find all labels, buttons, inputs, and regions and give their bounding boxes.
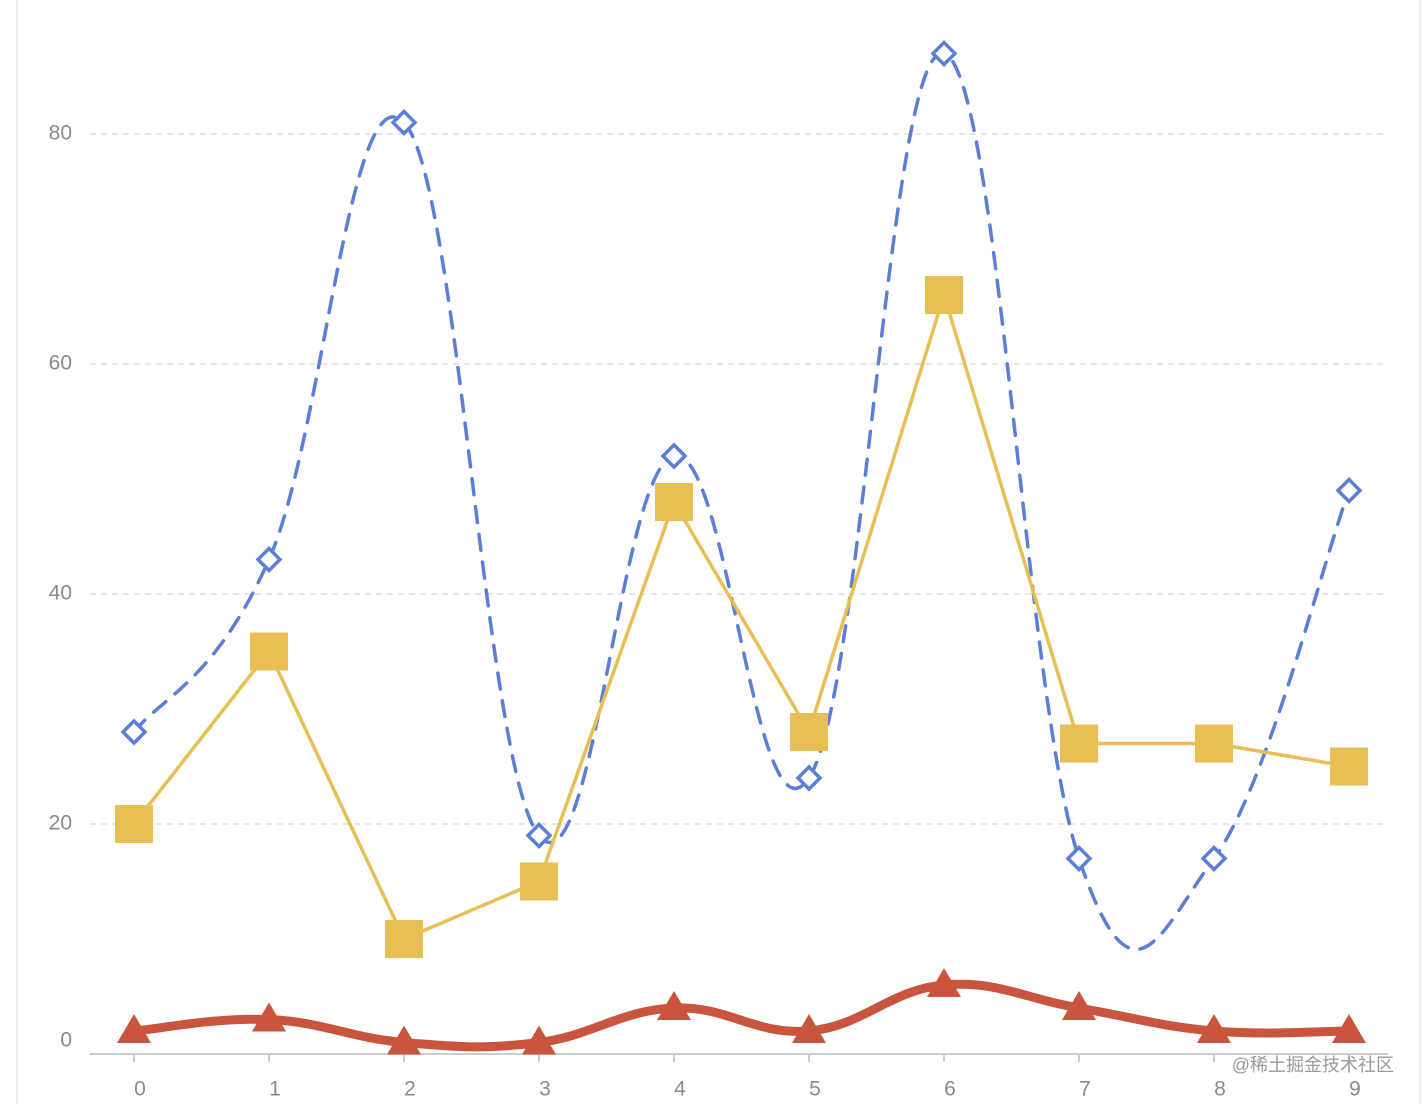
marker bbox=[255, 546, 283, 573]
marker bbox=[792, 1014, 826, 1043]
x-tick-label: 0 bbox=[134, 1078, 146, 1101]
x-tick-label: 5 bbox=[809, 1078, 821, 1101]
x-tick-label: 9 bbox=[1349, 1078, 1361, 1101]
x-tick-label: 8 bbox=[1214, 1078, 1226, 1101]
marker bbox=[387, 1025, 421, 1055]
x-tick-label: 7 bbox=[1079, 1078, 1091, 1101]
marker bbox=[525, 822, 553, 849]
marker bbox=[115, 805, 153, 843]
marker bbox=[1330, 747, 1368, 786]
marker bbox=[1060, 724, 1098, 763]
marker bbox=[930, 40, 958, 67]
x-tick-label: 3 bbox=[539, 1078, 551, 1101]
y-tick-label: 60 bbox=[49, 352, 72, 375]
y-tick-label: 40 bbox=[49, 582, 72, 605]
marker bbox=[1195, 724, 1233, 763]
marker bbox=[117, 1014, 151, 1043]
series-line bbox=[129, 979, 1354, 1052]
marker bbox=[927, 968, 961, 997]
x-tick-label: 6 bbox=[944, 1078, 956, 1101]
marker bbox=[1200, 845, 1228, 872]
marker bbox=[790, 713, 828, 751]
marker bbox=[1062, 991, 1096, 1020]
series-line bbox=[132, 51, 1351, 952]
marker bbox=[250, 632, 288, 671]
marker bbox=[1335, 477, 1363, 504]
watermark: @稀土掘金技术社区 bbox=[1232, 1055, 1394, 1075]
marker bbox=[660, 442, 688, 470]
marker bbox=[1332, 1014, 1366, 1043]
marker bbox=[795, 764, 823, 792]
marker bbox=[1197, 1014, 1231, 1043]
marker bbox=[655, 483, 693, 521]
marker bbox=[252, 1002, 286, 1032]
marker bbox=[385, 920, 423, 958]
x-tick-label: 2 bbox=[404, 1078, 416, 1101]
marker bbox=[522, 1025, 556, 1055]
marker bbox=[120, 718, 148, 746]
x-tick-label: 4 bbox=[674, 1078, 686, 1101]
marker bbox=[520, 862, 558, 901]
marker bbox=[925, 276, 963, 314]
marker bbox=[657, 991, 691, 1020]
marker bbox=[1065, 845, 1093, 872]
x-tick-label: 1 bbox=[269, 1078, 281, 1101]
marker bbox=[390, 109, 418, 136]
series-line bbox=[132, 289, 1351, 942]
y-tick-label: 0 bbox=[60, 1029, 72, 1052]
y-tick-label: 80 bbox=[49, 122, 72, 145]
y-tick-label: 20 bbox=[49, 812, 72, 835]
